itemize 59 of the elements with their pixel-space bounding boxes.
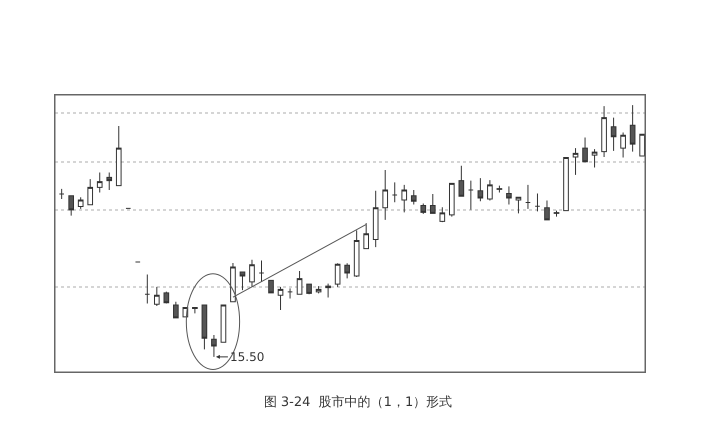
candlestick <box>334 262 340 288</box>
candlestick <box>582 137 588 163</box>
candlestick <box>296 270 302 295</box>
candlestick <box>316 286 322 294</box>
candlestick <box>354 230 360 278</box>
candlestick <box>154 286 160 307</box>
candlestick <box>287 288 293 299</box>
candlestick <box>144 274 150 304</box>
candlestick <box>363 222 370 250</box>
candlestick <box>506 186 512 206</box>
candlestick <box>240 272 246 291</box>
candlestick <box>192 307 198 314</box>
candlestick <box>230 262 236 302</box>
candlestick <box>610 117 616 152</box>
candlestick <box>249 259 255 288</box>
candlestick <box>439 206 446 223</box>
candlestick <box>468 180 474 210</box>
candlestick <box>258 260 264 282</box>
candlestick <box>420 203 426 214</box>
candlestick <box>630 104 636 152</box>
candlestick <box>306 283 312 295</box>
candlestick <box>392 182 398 203</box>
candlestick <box>410 189 417 206</box>
candlestick <box>430 193 436 214</box>
candlestick <box>563 156 569 212</box>
candlestick <box>164 291 170 304</box>
candlestick <box>534 192 540 212</box>
candlestick <box>344 262 350 279</box>
candlestick <box>268 280 274 294</box>
candlestick <box>382 170 388 220</box>
candlestick <box>554 210 560 218</box>
candlestick <box>620 132 626 158</box>
candlestick <box>401 184 408 213</box>
candlestick <box>106 172 112 190</box>
candlestick <box>372 190 379 248</box>
text: 图 3-24 股市中的（1，1）形式 <box>264 395 452 410</box>
candlestick <box>68 195 74 216</box>
annotation: 15.50 <box>230 350 264 364</box>
candlestick <box>448 182 455 218</box>
candlestick <box>220 304 226 343</box>
candlestick <box>478 178 484 202</box>
candlestick <box>525 184 531 210</box>
candlestick <box>458 165 464 197</box>
candlestick <box>78 196 84 210</box>
candlestick <box>116 125 122 186</box>
candlestick <box>173 301 179 319</box>
candlestick <box>96 172 103 193</box>
candlestick <box>202 304 208 350</box>
candlestick <box>572 148 578 176</box>
candlestick <box>496 185 502 193</box>
candlestick <box>87 178 94 206</box>
candlestick <box>58 188 64 200</box>
candlestick <box>601 106 607 158</box>
candlestick <box>487 180 493 202</box>
candlestick <box>516 196 522 214</box>
candlestick <box>278 286 284 311</box>
candlestick <box>544 200 550 221</box>
candlestick <box>325 283 331 298</box>
candlestick <box>592 148 598 168</box>
